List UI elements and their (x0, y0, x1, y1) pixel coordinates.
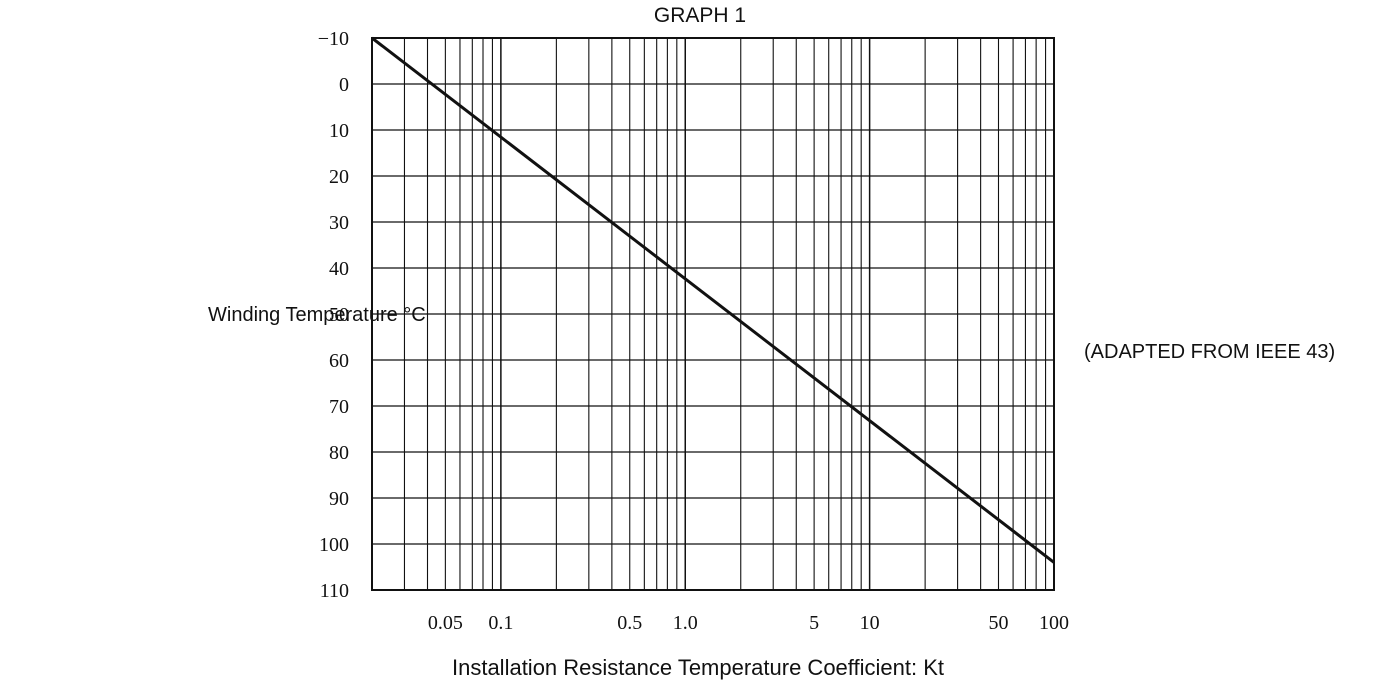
y-tick-labels: −10 0 10 20 30 40 50 60 70 80 90 100 110 (318, 28, 349, 602)
x-axis-label: Installation Resistance Temperature Coef… (452, 655, 944, 680)
y-tick-label: 70 (329, 396, 349, 418)
source-annotation: (ADAPTED FROM IEEE 43) (1084, 341, 1335, 363)
y-tick-label: 10 (329, 120, 349, 142)
x-tick-label: 5 (809, 612, 819, 634)
series-layer (371, 36, 1055, 564)
y-tick-label: 30 (329, 212, 349, 234)
x-tick-label: 0.05 (428, 612, 463, 634)
y-tick-label: 50 (329, 304, 349, 326)
y-tick-label: 90 (329, 488, 349, 510)
y-tick-label: 110 (320, 580, 349, 602)
x-tick-label: 10 (860, 612, 880, 634)
y-axis-label: Winding Temperature °C (208, 304, 426, 326)
series-line (371, 36, 1055, 564)
y-tick-label: −10 (318, 28, 349, 50)
x-tick-label: 50 (988, 612, 1008, 634)
x-tick-labels: 0.05 0.1 0.5 1.0 5 10 50 100 (428, 612, 1069, 634)
x-tick-label: 100 (1039, 612, 1069, 634)
grid-layer (371, 37, 1055, 591)
y-tick-label: 40 (329, 258, 349, 280)
y-tick-label: 100 (319, 534, 349, 556)
y-tick-label: 60 (329, 350, 349, 372)
y-tick-label: 80 (329, 442, 349, 464)
chart-title: GRAPH 1 (654, 4, 746, 27)
y-tick-label: 20 (329, 166, 349, 188)
x-tick-label: 0.5 (617, 612, 642, 634)
y-tick-label: 0 (339, 74, 349, 96)
x-tick-label: 0.1 (488, 612, 513, 634)
x-tick-label: 1.0 (673, 612, 698, 634)
plot-frame (371, 37, 1055, 591)
